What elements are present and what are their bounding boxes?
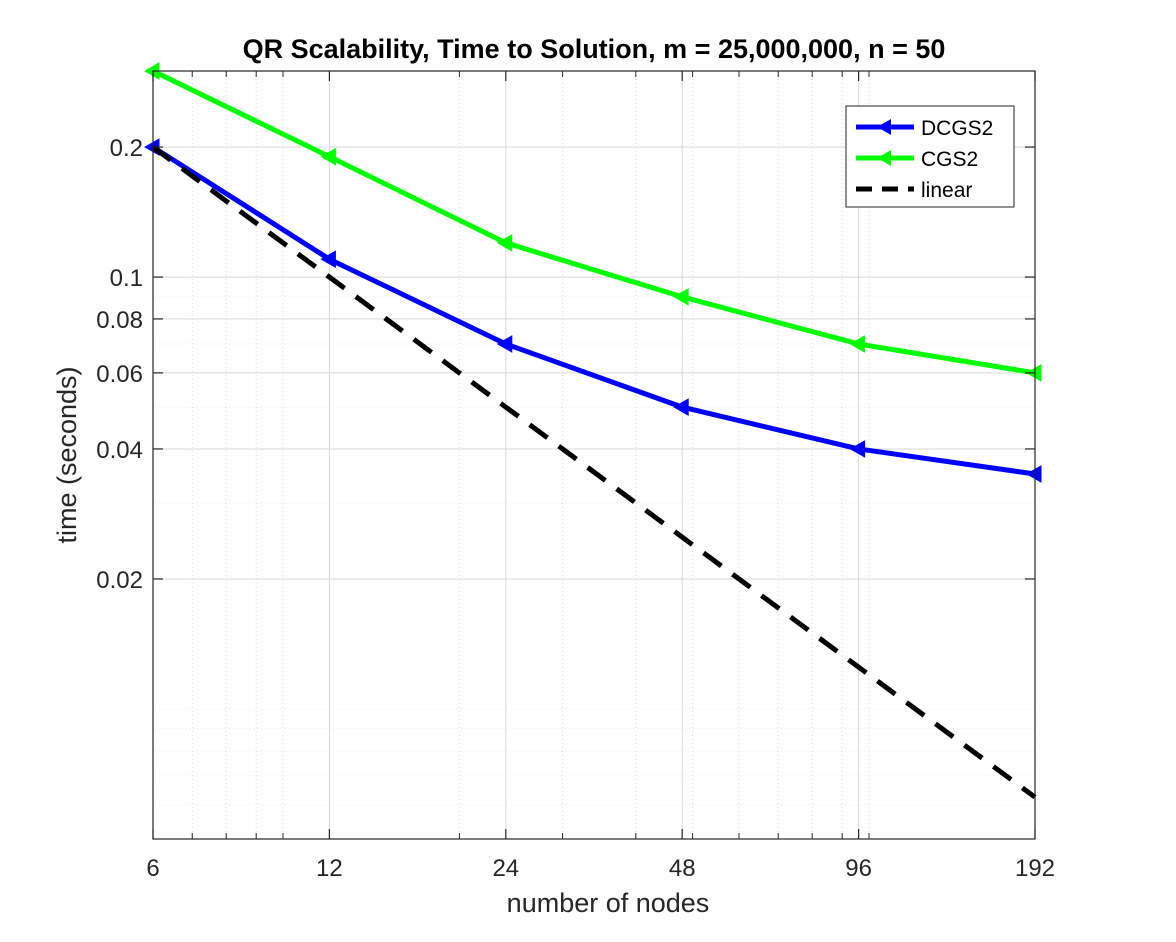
legend-label-cgs2: CGS2 (921, 148, 978, 171)
y-tick-label: 0.04 (96, 437, 143, 464)
x-tick-label: 48 (669, 855, 696, 882)
x-tick-label: 12 (316, 855, 343, 882)
x-tick-label: 96 (845, 855, 872, 882)
legend-marker-dcgs2 (877, 119, 891, 135)
x-axis-label: number of nodes (507, 888, 710, 918)
legend-label-dcgs2: DCGS2 (921, 117, 993, 140)
x-tick-label: 24 (492, 855, 519, 882)
data-point-cgs2 (320, 147, 336, 166)
series-line-linear (151, 145, 1037, 800)
data-point-dcgs2 (849, 440, 866, 458)
data-point-cgs2 (849, 335, 866, 353)
y-axis-label: time (seconds) (52, 366, 82, 543)
data-point-cgs2 (673, 287, 689, 306)
data-point-dcgs2 (673, 398, 689, 416)
y-tick-label: 0.2 (110, 135, 143, 162)
data-point-dcgs2 (496, 335, 513, 353)
y-tick-label: 0.1 (110, 265, 143, 292)
y-tick-label: 0.06 (96, 361, 143, 388)
x-tick-label: 6 (146, 855, 159, 882)
legend-label-linear: linear (921, 179, 972, 202)
axis-ticks: 6 12 24 48 96 192 0.02 0.04 0.06 0.08 0.1 0.2 (96, 71, 1055, 882)
series-line-dcgs2 (151, 144, 1036, 477)
y-tick-label: 0.02 (96, 567, 143, 594)
legend-marker-cgs2 (877, 150, 891, 166)
plot-frame (152, 70, 1036, 840)
series-lines (143, 62, 1042, 800)
data-point-dcgs2 (320, 250, 336, 269)
x-tick-label: 192 (1015, 855, 1055, 882)
y-tick-label: 0.08 (96, 307, 143, 334)
data-point-dcgs2 (1025, 465, 1042, 483)
data-point-cgs2 (496, 234, 513, 252)
series-line-cgs2 (151, 68, 1036, 376)
grid (152, 71, 1036, 839)
chart-title: QR Scalability, Time to Solution, m = 25… (243, 34, 946, 64)
legend: DCGS2 CGS2 linear (845, 105, 1015, 208)
